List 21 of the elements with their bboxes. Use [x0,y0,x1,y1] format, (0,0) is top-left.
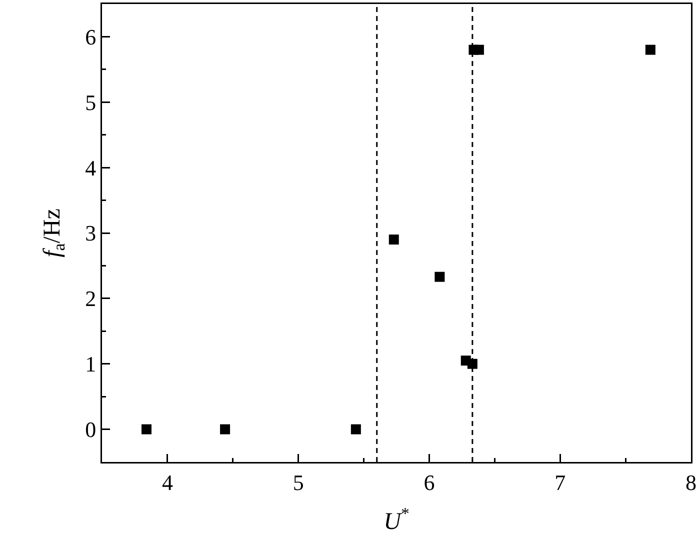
y-tick-label: 5 [85,90,96,115]
point [474,44,484,55]
point [434,272,445,282]
y-tick-label: 0 [85,416,96,442]
y-tick-label: 2 [85,286,96,312]
point [645,44,656,55]
point [467,358,478,369]
x-tick-label: 7 [554,470,566,495]
x-tick-label: 8 [686,470,696,495]
point [142,424,152,434]
x-tick-label: 4 [162,470,173,495]
point [388,234,399,245]
x-tick-label: 6 [424,470,435,495]
x-tick-label: 5 [292,470,304,495]
point [350,424,361,434]
y-tick-label: 6 [85,24,96,50]
y-tick-label: 4 [85,155,96,180]
x-axis-title: U$^{*}$ [384,504,410,535]
point [220,424,230,434]
y-tick-label: 3 [85,220,96,246]
y-tick-label: 1 [85,352,96,377]
